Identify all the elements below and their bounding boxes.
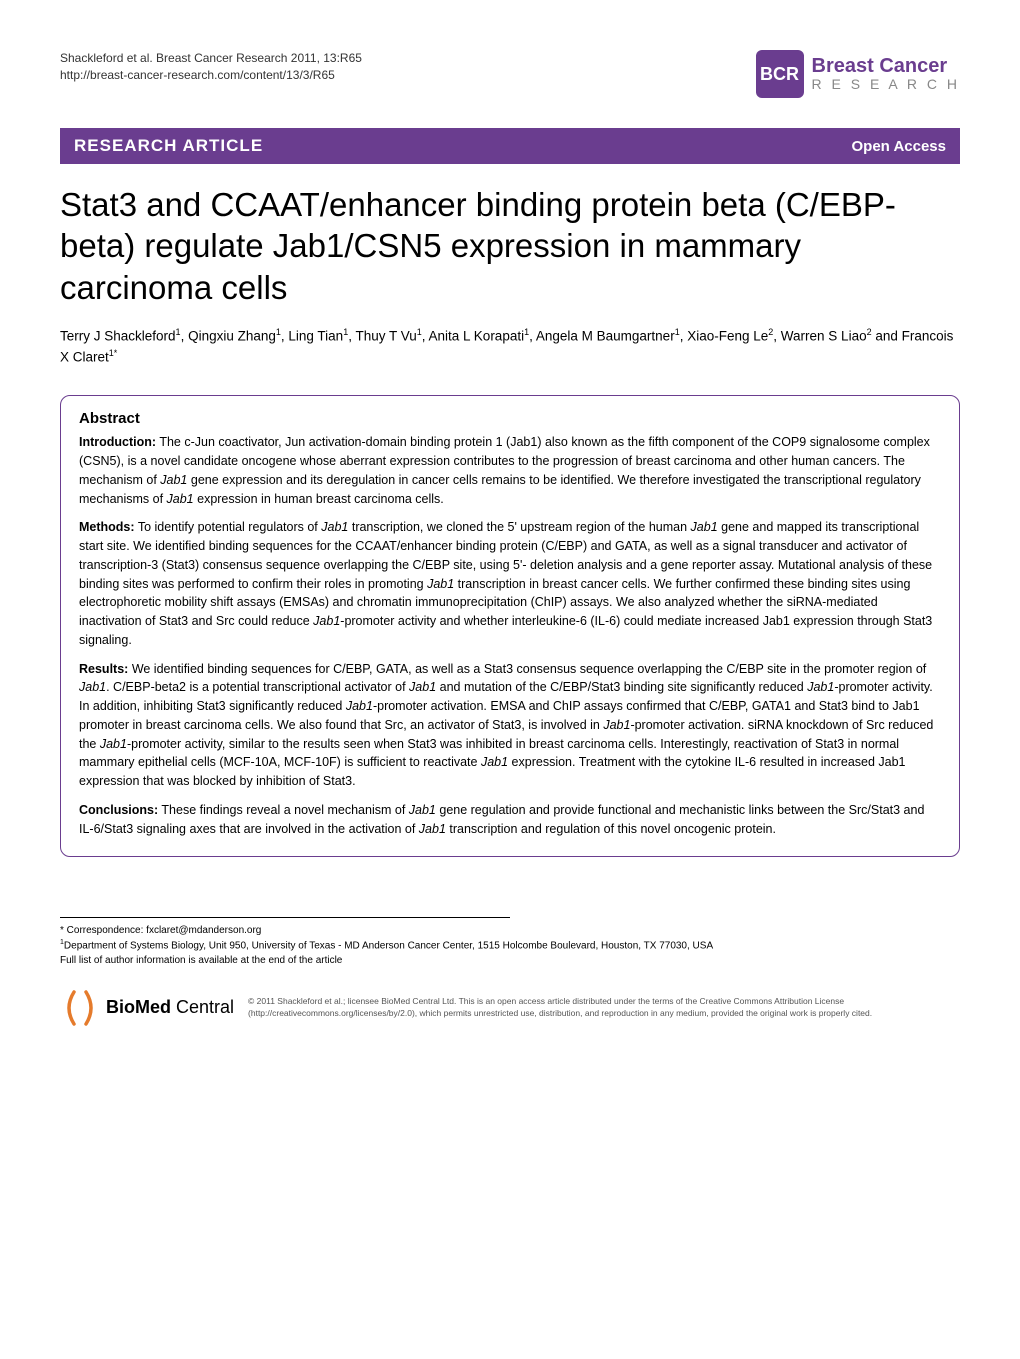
affiliation-line: 1Department of Systems Biology, Unit 950… <box>60 938 960 953</box>
license-row: BioMed Central © 2011 Shackleford et al.… <box>60 988 960 1028</box>
footer-area: * Correspondence: fxclaret@mdanderson.or… <box>60 917 960 1027</box>
correspondence-line: * Correspondence: fxclaret@mdanderson.or… <box>60 924 960 938</box>
open-access-label: Open Access <box>852 138 947 155</box>
abstract-label-introduction: Introduction: <box>79 435 156 449</box>
citation-line-1: Shackleford et al. Breast Cancer Researc… <box>60 50 362 67</box>
abstract-label-methods: Methods: <box>79 520 135 534</box>
abstract-introduction: Introduction: The c-Jun coactivator, Jun… <box>79 433 941 508</box>
article-title: Stat3 and CCAAT/enhancer binding protein… <box>60 184 960 308</box>
article-type-label: RESEARCH ARTICLE <box>74 136 263 156</box>
citation-url: http://breast-cancer-research.com/conten… <box>60 67 362 84</box>
journal-logo-bottom: R E S E A R C H <box>812 76 960 93</box>
article-type-banner: RESEARCH ARTICLE Open Access <box>60 128 960 164</box>
citation-block: Shackleford et al. Breast Cancer Researc… <box>60 50 362 84</box>
license-text: © 2011 Shackleford et al.; licensee BioM… <box>248 996 960 1019</box>
abstract-text-introduction: The c-Jun coactivator, Jun activation-do… <box>79 435 930 505</box>
biomedcentral-icon <box>60 988 100 1028</box>
journal-logo: BCR Breast Cancer R E S E A R C H <box>756 50 960 98</box>
footer-rule <box>60 917 510 918</box>
journal-logo-icon: BCR <box>756 50 804 98</box>
journal-logo-top: Breast Cancer <box>812 56 960 76</box>
abstract-heading: Abstract <box>79 410 941 427</box>
abstract-results: Results: We identified binding sequences… <box>79 660 941 791</box>
journal-logo-text: Breast Cancer R E S E A R C H <box>812 56 960 93</box>
abstract-text-methods: To identify potential regulators of Jab1… <box>79 520 932 647</box>
abstract-box: Abstract Introduction: The c-Jun coactiv… <box>60 395 960 857</box>
full-author-list-note: Full list of author information is avail… <box>60 954 960 968</box>
page-header: Shackleford et al. Breast Cancer Researc… <box>60 50 960 98</box>
abstract-text-results: We identified binding sequences for C/EB… <box>79 662 933 789</box>
abstract-methods: Methods: To identify potential regulator… <box>79 518 941 649</box>
biomedcentral-logo: BioMed Central <box>60 988 234 1028</box>
authors-line: Terry J Shackleford1, Qingxiu Zhang1, Li… <box>60 326 960 368</box>
abstract-label-results: Results: <box>79 662 128 676</box>
bmc-bold: BioMed <box>106 997 171 1017</box>
abstract-label-conclusions: Conclusions: <box>79 803 158 817</box>
abstract-text-conclusions: These findings reveal a novel mechanism … <box>79 803 924 836</box>
abstract-conclusions: Conclusions: These findings reveal a nov… <box>79 801 941 839</box>
biomedcentral-text: BioMed Central <box>106 997 234 1018</box>
bmc-rest: Central <box>171 997 234 1017</box>
